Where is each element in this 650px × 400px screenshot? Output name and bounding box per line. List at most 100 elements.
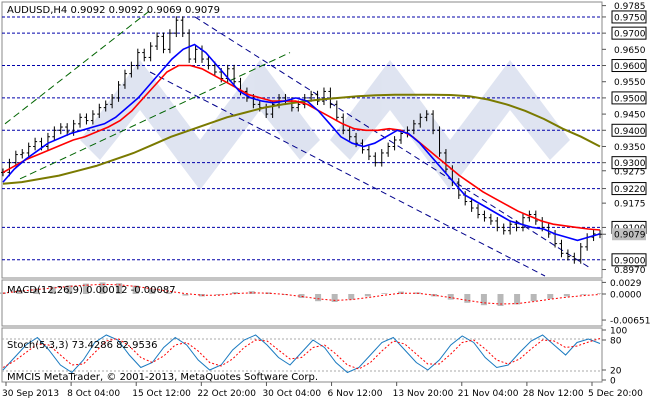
price-tick-label: 0.9000	[614, 256, 646, 266]
macd-bar	[66, 285, 73, 294]
time-tick-label: 30 Oct 04:00	[262, 389, 321, 399]
macd-bar	[99, 282, 106, 294]
horizontal-levels	[2, 16, 602, 261]
price-tick-label: 0.9079	[614, 231, 646, 241]
time-tick-label: 15 Oct 12:00	[132, 389, 191, 399]
price-label-box	[612, 228, 646, 241]
macd-bar	[116, 283, 123, 294]
macd-axis: 0.0029 0.0000 -0.00651	[602, 279, 650, 327]
channel-upper-line	[194, 16, 591, 269]
macd-bar	[597, 293, 603, 294]
macd-header: MACD(12,26,9) 0.00012 -0.00087	[7, 285, 176, 296]
macd-tick-label: 0.0029	[610, 279, 642, 289]
footer-text: MMCIS MetaTrader, © 2001-2013, MetaQuote…	[7, 372, 318, 383]
macd-bar	[514, 294, 521, 305]
price-tick-label: 0.9400	[614, 127, 646, 137]
macd-bar	[447, 294, 454, 300]
stoch-header: Stoch(5,3,3) 73.4286 82.9536	[7, 340, 158, 351]
macd-panel-frame	[1, 279, 603, 327]
price-tick-label: 0.9275	[614, 167, 646, 177]
macd-bar	[497, 294, 504, 306]
macd-bar	[464, 294, 471, 303]
price-panel: AUDUSD,H4 0.9092 0.9092 0.9069 0.9079 0.…	[1, 1, 647, 279]
ema-slow-line	[2, 64, 601, 231]
price-panel-frame	[1, 1, 603, 279]
stoch-tick-label: 100	[610, 327, 627, 337]
price-tick-label: 0.9300	[614, 159, 646, 169]
price-tick-label: 0.9500	[614, 94, 646, 104]
time-tick-label: 5 Dec 20:00	[588, 389, 643, 399]
macd-bar	[33, 288, 40, 294]
price-tick-label: 0.9450	[614, 111, 646, 121]
macd-panel: MACD(12,26,9) 0.00012 -0.00087 0.00290.0…	[0, 279, 650, 327]
trend-channels	[4, 10, 591, 277]
ma-long-line	[2, 93, 601, 185]
macd-bar	[165, 292, 172, 294]
macd-bar	[580, 294, 587, 295]
macd-bar	[215, 294, 222, 295]
macd-tick-label: 0.0000	[610, 291, 642, 301]
macd-bar	[49, 286, 56, 294]
macd-bar	[530, 294, 537, 302]
price-label-box	[611, 123, 647, 137]
macd-bar	[232, 292, 239, 294]
price-label-box	[611, 10, 647, 24]
ema-fast-line	[2, 43, 601, 242]
price-tick-label: 0.9700	[614, 30, 646, 40]
time-tick-label: 28 Nov 12:00	[523, 389, 584, 399]
price-label-box	[611, 91, 647, 105]
watermark-logo	[80, 60, 570, 190]
stoch-tick-label: 0	[610, 377, 616, 387]
channel-lower-line	[149, 71, 546, 277]
stoch-d-line	[2, 337, 601, 370]
time-tick-label: 21 Nov 04:00	[458, 389, 519, 399]
macd-bar	[149, 289, 156, 294]
price-tick-label: 0.9175	[614, 200, 646, 210]
macd-tick-label: -0.00651	[610, 317, 650, 327]
macd-signal-line	[2, 283, 601, 305]
macd-bar	[480, 294, 487, 306]
macd-bar	[348, 294, 355, 300]
price-label-box	[611, 253, 647, 267]
price-tick-label: 0.9785	[614, 2, 646, 12]
price-tick-label: 0.9750	[614, 13, 646, 23]
price-tick-label: 0.9600	[614, 62, 646, 72]
macd-bar	[82, 283, 89, 294]
time-tick-label: 6 Nov 12:00	[328, 389, 383, 399]
price-tick-label: 0.9350	[614, 143, 646, 153]
channel-up-upper-line	[4, 10, 151, 125]
macd-bar	[547, 294, 554, 299]
macd-bar	[265, 292, 272, 294]
price-tick-label: 0.9220	[614, 185, 646, 195]
price-label-box	[611, 156, 647, 170]
time-tick-label: 30 Sep 2013	[2, 389, 59, 399]
macd-bar	[281, 294, 288, 295]
macd-bar	[364, 294, 371, 297]
time-tick-label: 13 Nov 20:00	[393, 389, 454, 399]
stoch-k-line	[2, 334, 601, 374]
channel-up-lower-line	[19, 52, 291, 180]
stoch-tick-label: 80	[610, 337, 622, 347]
time-tick-label: 8 Oct 04:00	[67, 389, 120, 399]
macd-bar	[315, 294, 322, 302]
macd-bar	[132, 285, 139, 294]
price-tick-label: 0.9650	[614, 46, 646, 56]
macd-bar	[182, 294, 189, 296]
stoch-panel: Stoch(5,3,3) 73.4286 82.9536 MMCIS MetaT…	[1, 327, 627, 387]
macd-bar	[298, 294, 305, 298]
time-tick-label: 22 Oct 20:00	[197, 389, 256, 399]
price-tick-label: 0.9550	[614, 78, 646, 88]
price-tick-label: 0.8970	[614, 266, 646, 276]
macd-bar	[16, 290, 23, 294]
price-label-box	[611, 59, 647, 73]
price-label-box	[611, 182, 647, 196]
price-header: AUDUSD,H4 0.9092 0.9092 0.9069 0.9079	[7, 5, 220, 16]
price-label-box	[611, 26, 647, 40]
macd-bar	[331, 294, 338, 302]
stoch-tick-label: 20	[610, 367, 622, 377]
stoch-panel-frame	[1, 327, 603, 383]
macd-bar	[381, 293, 388, 294]
